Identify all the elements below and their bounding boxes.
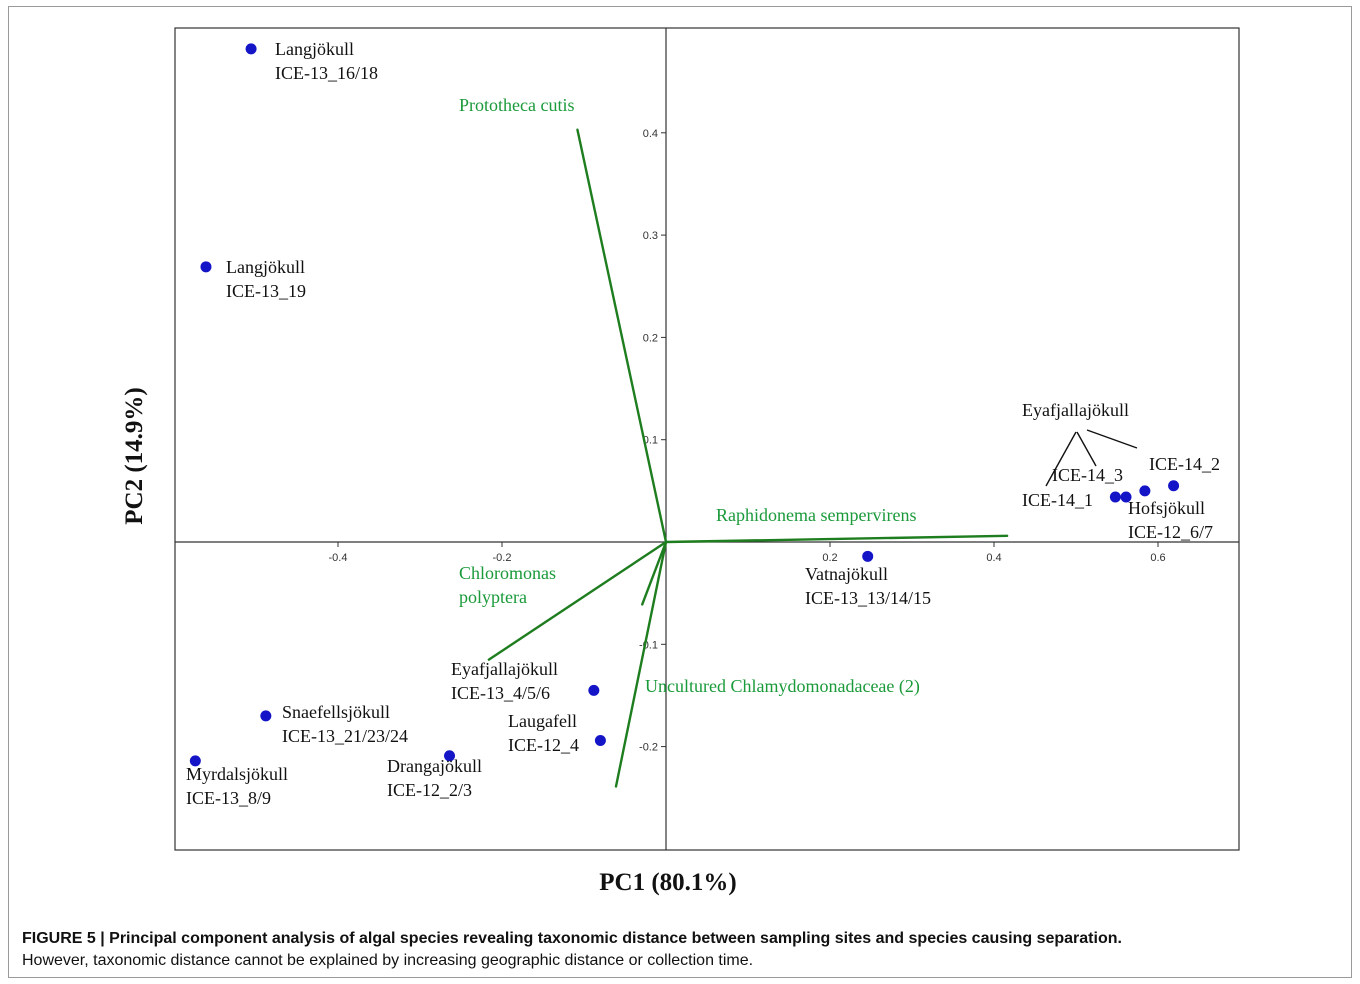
plot-area [174,27,1240,851]
sample-label: ICE-13_21/23/24 [282,726,408,746]
connector-line [1076,431,1097,467]
site-label: Laugafell [508,711,577,731]
connector-line [1045,431,1077,487]
site-point [1139,485,1151,497]
sample-label: ICE-13_4/5/6 [451,683,550,703]
site-point [260,710,272,722]
sample-label: ICE-14_1 [1022,490,1093,510]
loading-vector [576,128,668,544]
site-label: Myrdalsjökull [186,764,288,784]
sample-label: ICE-14_2 [1149,454,1220,474]
site-label: Snaefellsjökull [282,702,390,722]
sample-label: ICE-12_4 [508,735,579,755]
site-point [594,734,606,746]
sample-label: ICE-14_3 [1052,465,1123,485]
site-point [1120,491,1132,503]
group-connector-lines [1045,429,1138,487]
site-point [1168,480,1180,492]
loading-vector [664,534,1009,544]
site-label: Langjökull [226,257,305,277]
loading-vector [641,540,668,606]
site-point [862,550,874,562]
sample-label: ICE-13_19 [226,281,306,301]
loading-vector [487,540,668,661]
y-tick-label: -0.2 [639,742,658,754]
site-point [444,750,456,762]
site-point [1109,491,1121,503]
sample-label: ICE-13_8/9 [186,788,271,808]
connector-line [1086,429,1138,449]
sample-label: ICE-12_6/7 [1128,522,1213,542]
loading-vectors [487,128,1009,788]
site-point [200,261,212,273]
site-label: Vatnajökull [805,564,888,584]
site-point [189,755,201,767]
site-point [245,43,257,55]
y-tick-label: 0.4 [643,128,658,140]
species-label: polyptera [459,587,527,607]
site-points [189,43,1180,767]
x-tick-label: 0.6 [1150,552,1165,564]
site-label: Drangajökull [387,756,482,776]
y-tick-label: 0.2 [643,332,658,344]
sample-label: ICE-13_13/14/15 [805,588,931,608]
y-tick-label: -0.1 [639,639,658,651]
caption-body: However, taxonomic distance cannot be ex… [22,952,754,969]
y-axis-title: PC2 (14.9%) [121,387,148,524]
site-label: Langjökull [275,39,354,59]
x-tick-label: -0.4 [329,552,348,564]
species-label: Prototheca cutis [459,95,574,115]
x-tick-label: 0.2 [822,552,837,564]
axes-layer: -0.4 -0.2 0.2 0.4 0.6 0.4 0.3 0.2 0.1 -0.1 -0.2 [175,28,1239,850]
figure-caption: FIGURE 5 | Principal component analysis … [22,928,1342,972]
caption-title: FIGURE 5 | Principal component analysis … [22,930,1122,947]
species-label: Chloromonas [459,563,556,583]
site-label: Hofsjökull [1128,498,1205,518]
x-tick-label: 0.4 [986,552,1001,564]
species-label: Uncultured Chlamydomonadaceae (2) [645,676,920,697]
y-tick-label: 0.1 [643,435,658,447]
loading-vector [614,540,668,788]
x-tick-label: -0.2 [493,552,512,564]
species-label: Raphidonema sempervirens [716,505,916,525]
site-point [588,684,600,696]
sample-label: ICE-13_16/18 [275,63,378,83]
site-label: Eyafjallajökull [451,659,558,679]
site-label: Eyafjallajökull [1022,400,1129,420]
x-axis-title: PC1 (80.1%) [599,869,736,896]
y-tick-label: 0.3 [643,230,658,242]
sample-label: ICE-12_2/3 [387,780,472,800]
